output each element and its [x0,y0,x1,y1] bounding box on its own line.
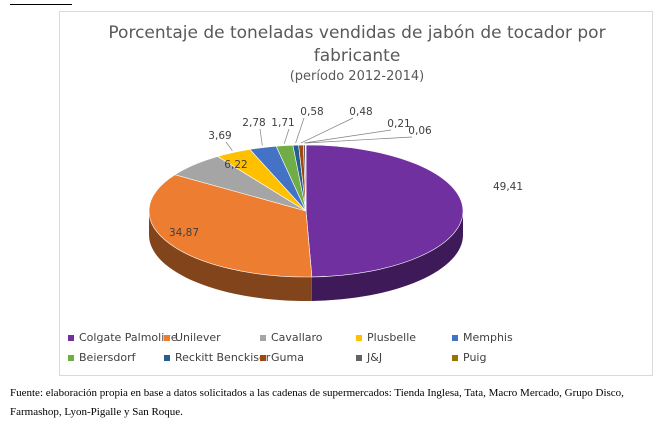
legend-label: Cavallaro [271,331,323,344]
pie-side-1 [149,211,312,301]
legend-label: J&J [367,351,383,364]
pie-side-0 [311,211,463,301]
pie-top-faces [148,144,464,278]
data-label-8: 0,21 [387,118,410,130]
legend-item: Beiersdorf [68,351,136,364]
leader-line-6 [295,117,305,144]
leader-line-9 [305,136,413,144]
leader-line-5 [283,128,290,144]
chart-subtitle: (período 2012-2014) [289,69,425,84]
legend-label: Unilever [175,331,221,344]
legend-swatch [356,354,362,361]
data-label-5: 1,71 [271,117,294,129]
leader-line-3 [225,141,233,151]
legend-label: Colgate Palmolive [79,331,178,344]
pie-side-walls [149,211,463,301]
legend-item: J&J [356,351,382,364]
legend-swatch [68,354,74,361]
legend-item: Unilever [164,331,221,344]
legend-label: Memphis [463,331,513,344]
chart-title: Porcentaje de toneladas vendidas de jabó… [108,23,606,43]
legend-item: Guma [260,351,304,364]
legend-swatch [452,354,458,361]
legend-label: Puig [463,351,487,364]
legend-swatch [68,334,74,341]
source-note: Fuente: elaboración propia en base a dat… [10,387,624,418]
legend-label: Beiersdorf [79,351,136,364]
data-label-6: 0,58 [300,106,323,118]
legend-swatch [260,334,266,341]
data-label-0: 49,41 [493,181,523,193]
data-label-9: 0,06 [408,125,432,137]
legend-item: Cavallaro [260,331,323,344]
data-label-2: 6,22 [224,159,247,171]
legend-label: Guma [271,351,304,364]
pie-slice-puig [305,144,307,212]
data-label-1: 34,87 [169,227,199,239]
top-rule [10,4,72,5]
data-labels: 49,41 34,87 6,22 3,69 2,78 1,71 0,58 0,48 0,210,… [169,106,523,239]
pie-slice-colgate-palmolive [305,144,464,278]
legend-label: Plusbelle [367,331,417,344]
leader-line-8 [304,129,392,144]
leader-line-7 [300,117,354,144]
legend-swatch [164,334,170,341]
data-label-7: 0,48 [349,106,372,118]
legend-item: Colgate Palmolive [68,331,178,344]
legend-item: Reckitt Benckiser [164,351,270,364]
legend-item: Plusbelle [356,331,416,344]
leader-line-4 [259,128,263,146]
chart-area: Porcentaje de toneladas vendidas de jabó… [59,11,653,376]
chart-title-line2: fabricante [313,46,401,66]
data-label-3: 3,69 [208,130,231,142]
legend-item: Puig [452,351,486,364]
legend-swatch [164,354,170,361]
legend-item: Memphis [452,331,513,344]
legend-swatch [356,334,362,341]
legend-swatch [260,354,266,361]
legend-swatch [452,334,458,341]
data-label-4: 2,78 [242,117,265,129]
pie-slice-unilever [148,174,313,278]
pie-chart: 49,41 34,87 6,22 3,69 2,78 1,71 0,58 0,48 0,210,… [148,106,523,301]
legend-label: Reckitt Benckiser [175,351,271,364]
